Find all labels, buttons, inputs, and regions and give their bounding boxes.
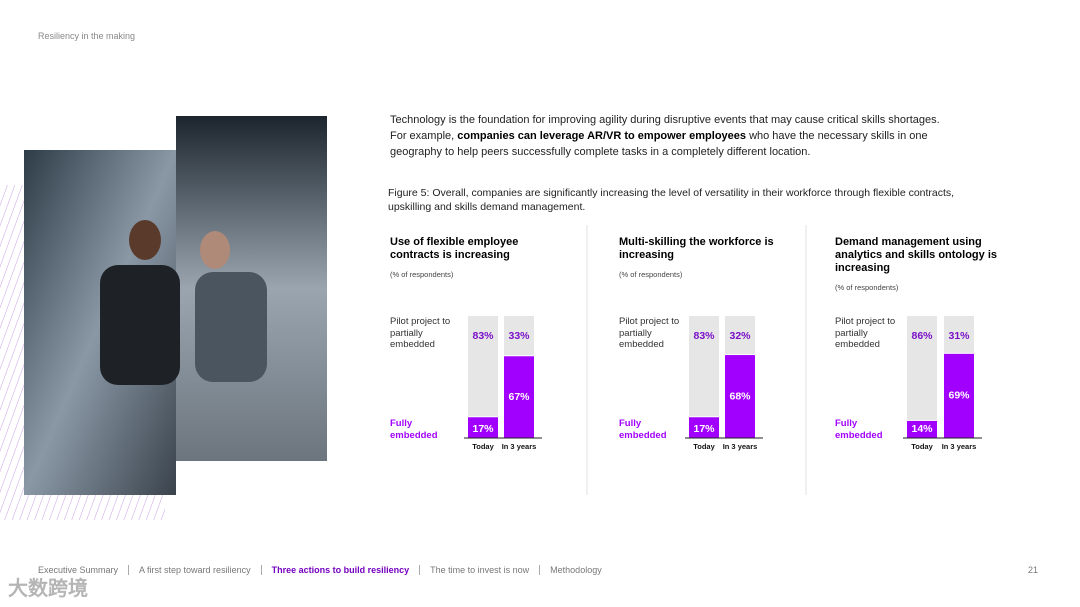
series-label: Fully embedded [390, 418, 438, 441]
x-tick-label: In 3 years [722, 442, 758, 451]
nav-item: Three actions to build resiliency [260, 565, 420, 575]
value-label: 17% [693, 423, 715, 435]
chart-header: Multi-skilling the workforce is increasi… [619, 236, 791, 279]
value-label: 31% [948, 330, 970, 342]
series-label: Pilot project to partially embedded [390, 316, 451, 350]
value-label: 67% [508, 391, 530, 403]
nav-item: Executive Summary [38, 565, 119, 575]
chart-subtitle: (% of respondents) [835, 283, 899, 292]
body-text-bold: companies can leverage AR/VR to empower … [457, 130, 747, 142]
watermark: 大数跨境 [8, 578, 88, 600]
x-tick-label: In 3 years [501, 442, 537, 451]
chart-title: Use of flexible employee contracts is in… [390, 236, 519, 261]
bar-segment [689, 417, 719, 438]
footer-nav: Executive Summary A first step toward res… [38, 565, 612, 575]
photo-figure [195, 272, 267, 382]
value-label: 14% [911, 423, 933, 435]
figure-caption: Figure 5: Overall, companies are signifi… [388, 187, 955, 213]
value-label: 33% [508, 330, 530, 342]
bar-segment [907, 420, 937, 438]
value-label: 32% [729, 330, 751, 342]
chart-header: Use of flexible employee contracts is in… [390, 236, 562, 279]
chart-header: Demand management using analytics and sk… [835, 236, 1007, 292]
value-label: 86% [911, 330, 933, 342]
nav-item: A first step toward resiliency [128, 565, 261, 575]
body-text: Technology is the foundation for improvi… [390, 112, 950, 160]
nav-item: The time to invest is now [419, 565, 539, 575]
bar-segment [907, 316, 937, 420]
x-tick-label: Today [911, 442, 933, 451]
bar-segment [725, 355, 755, 438]
chart-subtitle: (% of respondents) [619, 270, 683, 279]
nav-item: Methodology [539, 565, 612, 575]
value-label: 83% [693, 330, 715, 342]
photo-figure [129, 220, 161, 260]
bar-segment [504, 356, 534, 438]
bar-segment [944, 316, 974, 353]
series-label: Pilot project to partially embedded [619, 316, 680, 350]
chart-title: Demand management using analytics and sk… [835, 236, 997, 274]
chart-subtitle: (% of respondents) [390, 270, 454, 279]
x-tick-label: In 3 years [941, 442, 977, 451]
page-number: 21 [1028, 565, 1039, 575]
body-text-run: Technology is the foundation for improvi… [390, 114, 940, 142]
header-title: Resiliency in the making [38, 31, 136, 41]
series-label: Pilot project to partially embedded [835, 316, 896, 350]
bar-segment [944, 353, 974, 438]
value-label: 68% [729, 390, 751, 402]
value-label: 83% [472, 330, 494, 342]
series-label: Fully embedded [619, 418, 667, 441]
bar-segment [504, 316, 534, 356]
photo-figure [200, 231, 230, 269]
bar-segment [725, 316, 755, 355]
photo-figure [100, 265, 180, 385]
x-tick-label: Today [472, 442, 494, 451]
chart-title: Multi-skilling the workforce is increasi… [619, 236, 774, 261]
value-label: 17% [472, 423, 494, 435]
body-text-run: who have the necessary skills in one geo… [390, 130, 928, 158]
bar-segment [689, 316, 719, 417]
value-label: 69% [948, 390, 970, 402]
series-label: Fully embedded [835, 418, 883, 441]
x-tick-label: Today [693, 442, 715, 451]
bar-segment [468, 316, 498, 417]
bar-segment [468, 417, 498, 438]
